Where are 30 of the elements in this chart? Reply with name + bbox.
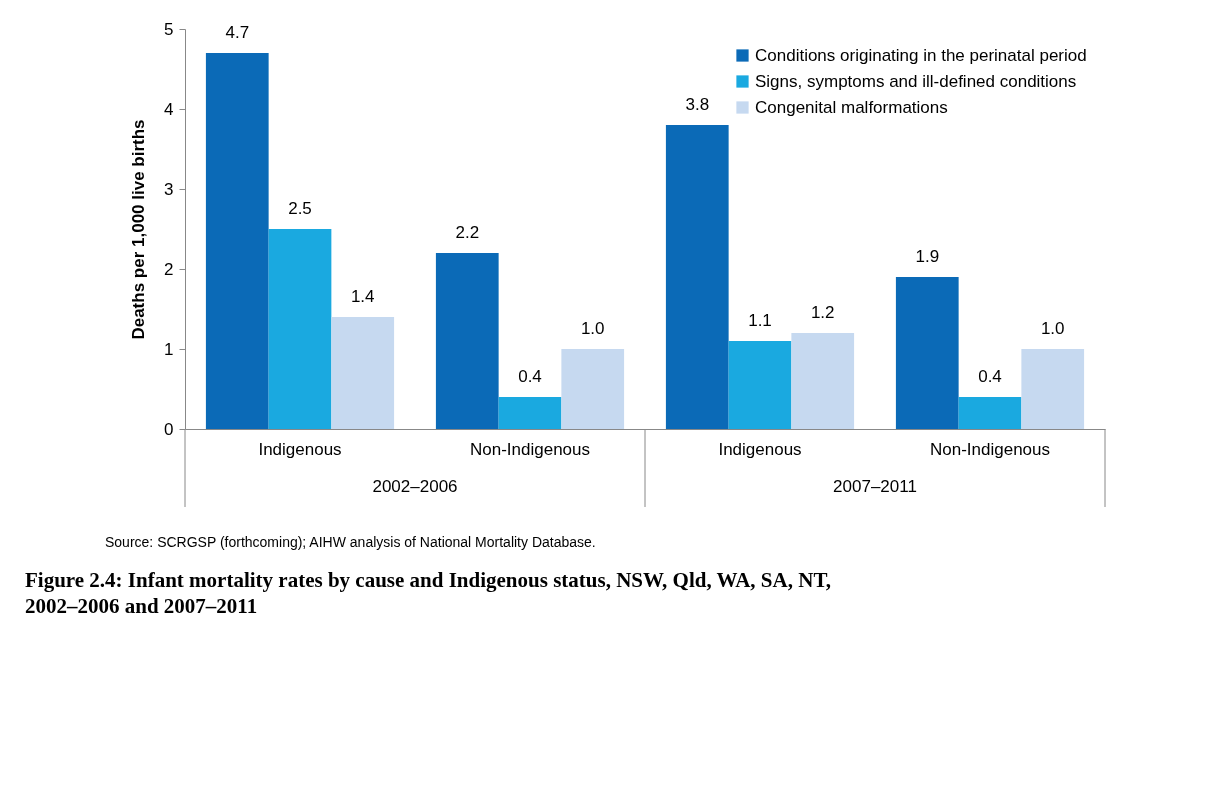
- y-axis-title: Deaths per 1,000 live births: [129, 119, 149, 340]
- y-tick-label: 2: [164, 259, 174, 279]
- data-label: 1.9: [915, 247, 940, 266]
- y-tick-label: 1: [164, 339, 174, 359]
- y-tick-label: 4: [164, 99, 174, 119]
- legend-label: Congenital malformations: [755, 97, 948, 117]
- data-label: 4.7: [225, 23, 250, 42]
- data-label: 1.4: [350, 287, 375, 306]
- data-label: 1.0: [1040, 319, 1065, 338]
- data-label: 2.2: [455, 223, 480, 242]
- y-tick-label: 5: [164, 19, 174, 39]
- data-label: 2.5: [288, 199, 312, 218]
- source-note: Source: SCRGSP (forthcoming); AIHW analysis of National Mortality Database.: [105, 533, 596, 550]
- data-label: 0.4: [978, 367, 1002, 386]
- data-label: 1.0: [580, 319, 605, 338]
- text: 2002–2006: [372, 477, 458, 496]
- data-label: 0.4: [518, 367, 542, 386]
- y-tick-label: 3: [164, 179, 174, 199]
- data-label: 1.2: [810, 303, 835, 322]
- legend-label: Signs, symptoms and ill-defined conditions: [755, 71, 1077, 91]
- data-label: 3.8: [685, 95, 710, 114]
- y-tick-label: 0: [164, 419, 174, 439]
- text: 2007–2011: [833, 477, 917, 496]
- text: Figure 2.4: Infant mortality rates by cause and Indigenous status, NSW, Qld, WA, SA, NT, 2002–2006 and 2007–2011: [25, 567, 832, 618]
- legend-label: Conditions originating in the perinatal period: [755, 45, 1087, 65]
- x-tick-label: Non-Indigenous: [469, 439, 591, 459]
- x-tick-label: Indigenous: [718, 439, 802, 459]
- x-tick-label: Non-Indigenous: [929, 439, 1051, 459]
- data-label: 1.1: [748, 311, 772, 330]
- x-tick-label: Indigenous: [258, 439, 342, 459]
